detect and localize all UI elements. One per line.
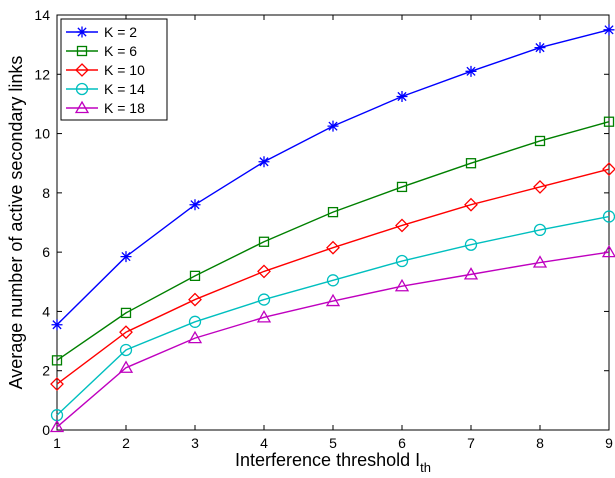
data-point <box>258 236 270 247</box>
data-point <box>326 240 340 255</box>
legend-label: K = 6 <box>104 43 137 59</box>
data-point <box>325 293 341 307</box>
data-point <box>119 343 133 357</box>
data-point <box>602 162 615 177</box>
x-tick-label: 5 <box>329 435 337 451</box>
data-point <box>603 24 615 36</box>
y-axis-label: Average number of active secondary links <box>6 56 26 390</box>
data-point <box>188 292 202 307</box>
data-point <box>396 91 408 103</box>
data-point <box>534 42 546 54</box>
legend-marker <box>75 82 89 96</box>
y-tick-label: 4 <box>42 303 50 319</box>
y-tick-label: 0 <box>42 422 50 438</box>
data-point <box>327 120 339 132</box>
x-tick-label: 2 <box>122 435 130 451</box>
data-point <box>256 310 272 323</box>
data-point <box>189 270 201 282</box>
data-point <box>187 330 203 344</box>
x-tick-label: 7 <box>467 435 475 451</box>
data-point <box>327 206 339 218</box>
y-tick-label: 10 <box>34 126 50 142</box>
series-line <box>56 251 610 428</box>
data-point <box>189 199 201 211</box>
y-tick-label: 6 <box>42 244 50 260</box>
data-point <box>533 223 547 237</box>
data-point <box>534 135 546 147</box>
x-tick-label: 9 <box>605 435 613 451</box>
y-tick-label: 8 <box>42 185 50 201</box>
series-line <box>56 168 610 385</box>
legend-marker <box>76 26 88 38</box>
y-tick-label: 14 <box>34 7 50 23</box>
y-tick-label: 2 <box>42 363 50 379</box>
data-point <box>257 264 271 279</box>
legend-entry: K = 2 <box>66 24 137 40</box>
data-point <box>257 293 271 306</box>
legend-marker <box>75 63 89 77</box>
data-point <box>51 355 63 366</box>
data-point <box>465 158 477 169</box>
legend-marker <box>74 100 90 114</box>
data-point <box>533 180 547 194</box>
data-point <box>326 274 340 287</box>
x-tick-label: 6 <box>398 435 406 451</box>
series-line <box>56 121 610 361</box>
data-point <box>532 255 548 268</box>
data-point <box>465 65 477 77</box>
data-point <box>396 181 408 193</box>
series-line <box>56 215 610 416</box>
series-4 <box>50 210 615 422</box>
x-tick-label: 4 <box>260 435 268 451</box>
x-axis-label-main: Interference threshold I <box>235 450 420 470</box>
data-point <box>120 251 132 263</box>
data-point <box>394 278 410 292</box>
data-point <box>603 116 615 127</box>
data-point <box>120 307 132 319</box>
series-5 <box>49 244 615 433</box>
legend-entry: K = 14 <box>66 81 145 97</box>
data-point <box>118 360 134 373</box>
legend-label: K = 2 <box>104 24 137 40</box>
data-point <box>188 315 202 328</box>
legend-label: K = 14 <box>104 81 145 97</box>
y-tick-label: 12 <box>34 66 50 82</box>
x-axis-label: Interference threshold Ith <box>235 450 431 475</box>
data-point <box>463 267 479 280</box>
x-tick-label: 3 <box>191 435 199 451</box>
data-point <box>464 197 478 212</box>
data-point <box>601 244 615 258</box>
legend: K = 2 K = 6 K = 10 K = 14 K = 18 <box>60 18 168 121</box>
series-lines <box>49 24 615 433</box>
data-point <box>395 218 409 233</box>
legend-entry: K = 10 <box>66 62 145 78</box>
data-point <box>50 377 64 391</box>
legend-entry: K = 18 <box>66 100 145 116</box>
x-axis-label-subscript: th <box>420 460 431 475</box>
data-point <box>51 319 63 331</box>
data-point <box>49 419 65 433</box>
legend-label: K = 10 <box>104 62 145 78</box>
series-1 <box>51 24 615 331</box>
legend-marker <box>76 45 88 57</box>
series-3 <box>50 162 615 391</box>
legend-label: K = 18 <box>104 100 145 116</box>
x-tick-label: 1 <box>53 435 61 451</box>
data-point <box>119 325 133 340</box>
data-point <box>395 254 409 268</box>
legend-entry: K = 6 <box>66 43 137 59</box>
data-point <box>258 156 270 168</box>
x-tick-label: 8 <box>536 435 544 451</box>
data-point <box>464 238 478 251</box>
series-2 <box>51 116 615 366</box>
